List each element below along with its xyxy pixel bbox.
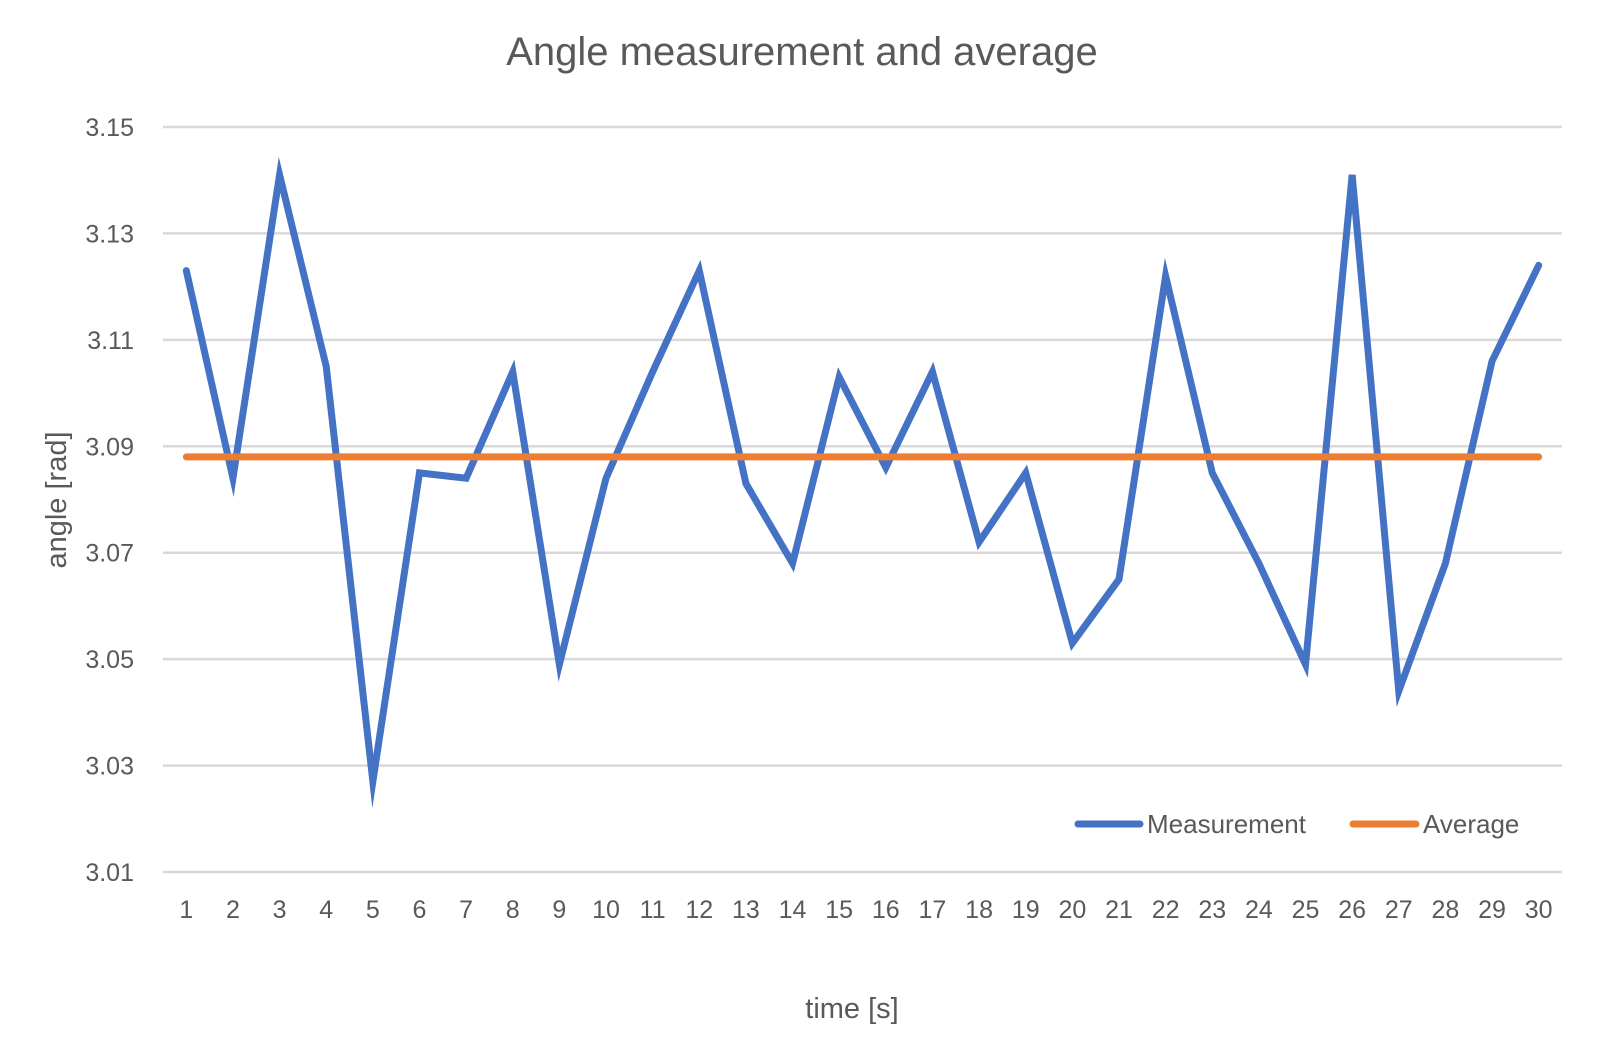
x-tick-label: 16: [872, 896, 900, 924]
x-tick-label: 9: [552, 896, 566, 924]
legend-item-measurement: Measurement: [1074, 809, 1307, 839]
x-tick-label: 2: [226, 896, 240, 924]
x-tick-label: 6: [413, 896, 427, 924]
x-tick-label: 11: [640, 896, 666, 924]
x-tick-label: 8: [506, 896, 520, 924]
y-tick-label: 3.03: [85, 753, 134, 781]
x-tick-label: 20: [1058, 896, 1086, 924]
chart-title: Angle measurement and average: [506, 30, 1097, 74]
legend-label: Average: [1423, 809, 1519, 839]
y-tick-label: 3.15: [85, 114, 134, 142]
x-tick-label: 26: [1338, 896, 1366, 924]
x-tick-label: 18: [965, 896, 993, 924]
x-tick-label: 1: [179, 896, 193, 924]
x-tick-label: 10: [592, 896, 620, 924]
y-tick-label: 3.01: [85, 859, 134, 887]
y-tick-label: 3.09: [85, 433, 134, 461]
legend: Measurement Average: [1074, 809, 1519, 839]
x-axis-tick-labels: 1 2 3 4 5 6 7 8 9 10 11 12 13 14 15 16 17 18 19 20 21 22 23 24 2…: [179, 896, 1552, 924]
y-tick-label: 3.07: [85, 540, 134, 568]
gridlines: [163, 125, 1562, 874]
x-tick-label: 24: [1245, 896, 1273, 924]
x-tick-label: 3: [273, 896, 287, 924]
x-tick-label: 21: [1105, 896, 1133, 924]
x-tick-label: 22: [1152, 896, 1180, 924]
series-lines: [182, 156, 1543, 809]
y-axis-title: angle [rad]: [41, 431, 73, 568]
legend-label: Measurement: [1147, 809, 1307, 839]
x-tick-label: 4: [319, 896, 333, 924]
x-tick-label: 29: [1478, 896, 1506, 924]
x-tick-label: 12: [685, 896, 713, 924]
x-tick-label: 28: [1432, 896, 1460, 924]
y-tick-label: 3.13: [85, 220, 134, 248]
legend-item-average: Average: [1349, 809, 1519, 839]
x-tick-label: 19: [1012, 896, 1040, 924]
x-tick-label: 7: [459, 896, 473, 924]
x-tick-label: 25: [1292, 896, 1320, 924]
x-tick-label: 5: [366, 896, 380, 924]
y-tick-label: 3.05: [85, 646, 134, 674]
x-axis-title: time [s]: [805, 993, 898, 1025]
series-line-measurement: [182, 156, 1543, 809]
y-axis-tick-labels: 3.01 3.03 3.05 3.07 3.09 3.11 3.13 3.15: [85, 114, 134, 887]
x-tick-label: 13: [732, 896, 760, 924]
x-tick-label: 15: [825, 896, 853, 924]
y-tick-label: 3.11: [87, 327, 134, 355]
x-tick-label: 23: [1198, 896, 1226, 924]
x-tick-label: 17: [919, 896, 947, 924]
x-tick-label: 30: [1525, 896, 1553, 924]
x-tick-label: 14: [779, 896, 807, 924]
x-tick-label: 27: [1385, 896, 1413, 924]
